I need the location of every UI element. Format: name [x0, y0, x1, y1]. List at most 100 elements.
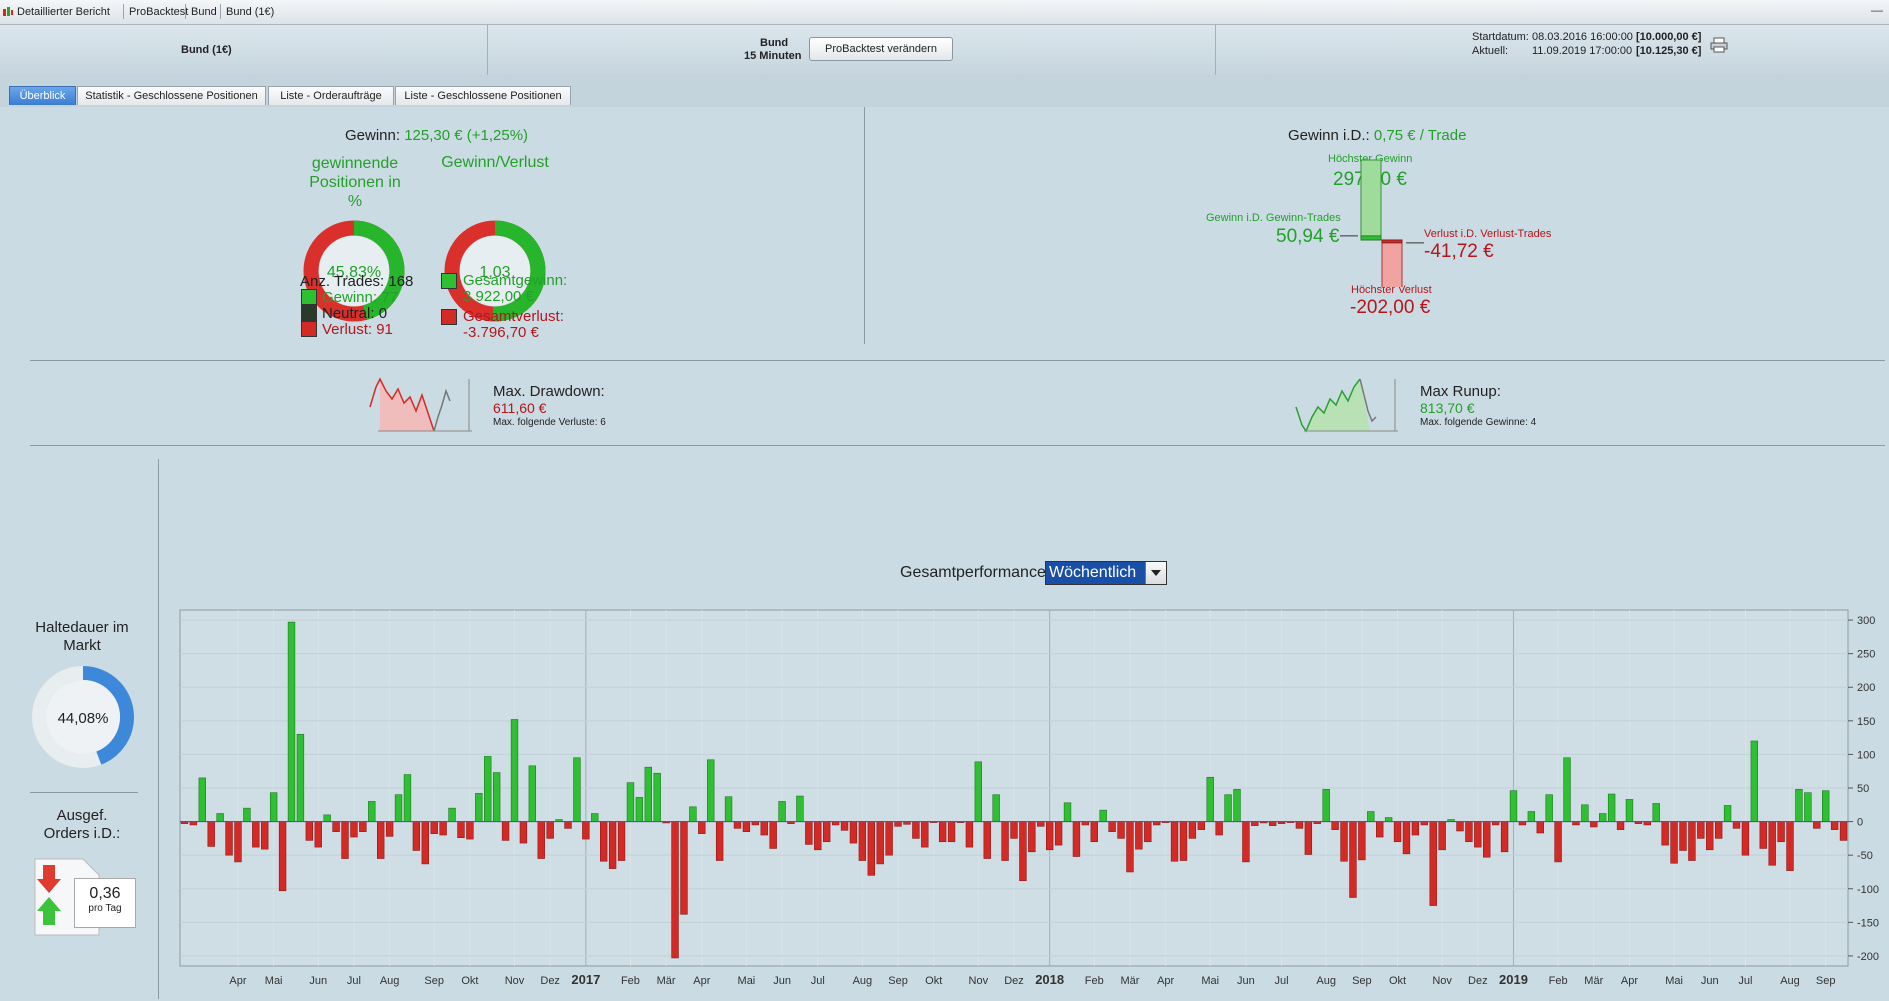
chevron-down-icon[interactable]	[1145, 562, 1166, 584]
app-icon	[3, 7, 13, 16]
bar	[528, 765, 537, 822]
bar	[617, 821, 626, 861]
bar	[1581, 804, 1589, 822]
bar	[350, 821, 358, 838]
bar	[1670, 821, 1678, 864]
bar	[1402, 821, 1411, 855]
crumb-detailed-report[interactable]: Detaillierter Bericht	[17, 6, 110, 18]
x-tick-label: Mär	[657, 975, 676, 987]
minimize-button[interactable]: —	[1871, 3, 1883, 17]
donut-gain-arc	[303, 220, 405, 322]
crumb-bund[interactable]: Bund	[191, 6, 217, 18]
bar	[573, 757, 581, 822]
bar	[1126, 821, 1134, 873]
bar	[876, 821, 884, 865]
bar	[1376, 821, 1384, 838]
neutral-count: Neutral: 0	[322, 305, 388, 322]
bar	[1714, 821, 1723, 839]
bar	[234, 821, 242, 863]
bar	[1233, 789, 1241, 822]
bar	[733, 821, 742, 829]
max-loss-bar	[1381, 239, 1403, 287]
bar	[1750, 740, 1759, 822]
donut-center	[46, 680, 120, 754]
section-divider	[864, 107, 865, 344]
tab-closed-positions-stats[interactable]: Statistik - Geschlossene Positionen	[77, 86, 266, 105]
bar	[1170, 821, 1179, 862]
profit-value: 125,30 € (+1,25%)	[404, 127, 529, 144]
bar	[1590, 821, 1598, 828]
bar	[1465, 821, 1473, 843]
tab-closed-positions-list[interactable]: Liste - Geschlossene Positionen	[395, 86, 571, 105]
bar	[715, 821, 724, 861]
bar	[680, 821, 688, 915]
bar	[1117, 821, 1125, 839]
tab-overview[interactable]: Überblick	[9, 86, 76, 105]
bar	[769, 821, 777, 849]
bar	[1224, 794, 1232, 822]
y-tick-label: -50	[1857, 850, 1873, 862]
tab-order-list[interactable]: Liste - Orderaufträge	[268, 86, 394, 105]
bar	[546, 821, 554, 839]
y-tick-label: 200	[1857, 682, 1875, 694]
bar	[1759, 821, 1767, 849]
crumb-probacktest[interactable]: ProBacktest	[129, 6, 189, 18]
x-tick-label: 2018	[1035, 972, 1064, 987]
loss-swatch	[301, 321, 317, 337]
donut-value: 45,83%	[327, 264, 381, 281]
bar	[689, 806, 697, 822]
change-backtest-button[interactable]: ProBacktest verändern	[809, 37, 953, 61]
runup-sub: Max. folgende Gewinne: 4	[1420, 417, 1537, 428]
crumb-bund-1eur[interactable]: Bund (1€)	[226, 6, 275, 18]
bar	[278, 821, 287, 892]
title-line: Orders i.D.:	[43, 825, 121, 842]
bar	[1045, 821, 1054, 851]
bar	[457, 821, 465, 839]
bar	[1197, 821, 1206, 830]
bar	[403, 774, 412, 822]
total-loss-swatch	[441, 309, 457, 325]
donut-value: 1,03	[479, 264, 510, 281]
winning-positions-donut: 45,83%	[303, 220, 405, 322]
y-tick-label: 300	[1857, 615, 1875, 627]
bar	[1072, 821, 1081, 857]
bar	[885, 821, 893, 856]
x-tick-label: Okt	[461, 975, 478, 987]
bar	[1135, 821, 1143, 850]
bar	[475, 793, 483, 822]
donut-center	[460, 236, 530, 306]
period-select[interactable]: Wöchentlich	[1045, 561, 1167, 585]
bar	[1063, 802, 1072, 822]
x-tick-label: Mai	[1665, 975, 1683, 987]
bar	[439, 821, 447, 836]
orders-unit: pro Tag	[88, 903, 122, 914]
total-gain: Gesamtgewinn: 3.922,00 €	[463, 273, 567, 305]
bar	[1822, 790, 1830, 822]
x-tick-label: Dez	[540, 975, 560, 987]
x-tick-label: Apr	[1621, 975, 1638, 987]
bar	[805, 821, 813, 845]
bar	[323, 814, 331, 822]
x-tick-label: Mär	[1584, 975, 1603, 987]
print-icon[interactable]	[1710, 37, 1728, 53]
performance-chart: Apr Mai Jun Jul Aug Sep Okt Nov Dez 2017 Feb Mär Apr…	[179, 609, 1879, 987]
y-tick-label: 0	[1857, 817, 1863, 829]
x-tick-label: Sep	[888, 975, 908, 987]
bar	[243, 807, 251, 822]
bar	[698, 821, 706, 834]
bar	[1028, 821, 1036, 853]
bar	[635, 797, 644, 822]
avg-profit-label: Gewinn i.D.:	[1288, 127, 1370, 144]
bar	[261, 821, 269, 850]
x-tick-label: Feb	[1549, 975, 1568, 987]
crumb-separator	[185, 4, 186, 19]
current-value: [10.125,30 €]	[1636, 45, 1702, 57]
bar	[1839, 821, 1848, 841]
y-tick-label: 50	[1857, 783, 1869, 795]
bar	[1411, 821, 1420, 836]
bar	[430, 821, 438, 834]
x-tick-label: Jul	[811, 975, 825, 987]
bar	[1188, 821, 1197, 839]
bar	[492, 772, 501, 822]
bar	[269, 792, 278, 822]
